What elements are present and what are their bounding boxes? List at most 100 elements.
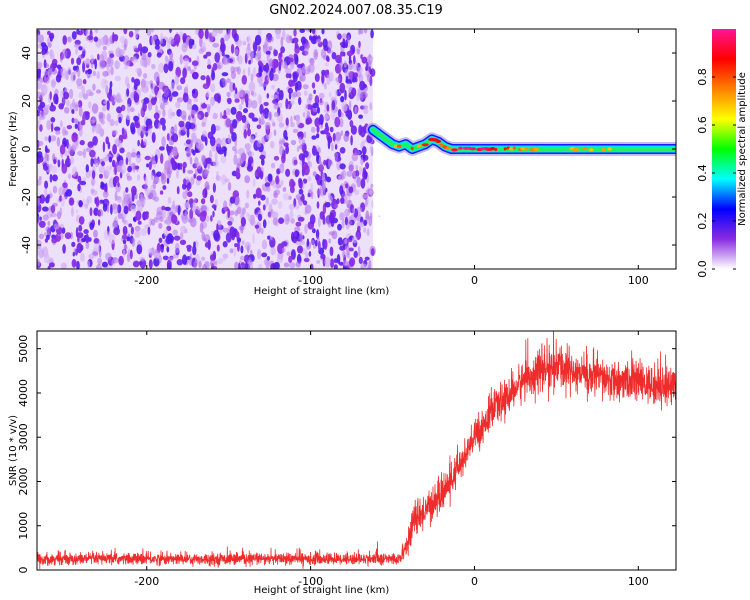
noise-blob (285, 73, 290, 79)
noise-blob (144, 212, 149, 220)
noise-blob (62, 244, 66, 254)
noise-blob (204, 29, 209, 40)
noise-blob (324, 127, 329, 135)
noise-blob (56, 137, 61, 147)
noise-blob (102, 141, 106, 153)
noise-blob (57, 159, 61, 168)
noise-blob (37, 33, 40, 43)
noise-blob (285, 168, 291, 177)
noise-blob (92, 83, 96, 91)
noise-blob (167, 233, 173, 240)
noise-blob (116, 106, 123, 114)
noise-blob (129, 249, 133, 260)
noise-blob (133, 45, 138, 51)
noise-blob (187, 218, 194, 223)
noise-blob (290, 122, 295, 128)
noise-blob (366, 74, 371, 82)
noise-blob (359, 166, 362, 176)
noise-blob (289, 81, 296, 87)
signal-hotspot (421, 143, 429, 147)
noise-blob (115, 195, 121, 201)
noise-blob (297, 216, 305, 222)
noise-blob (141, 52, 147, 61)
noise-blob (250, 73, 254, 82)
noise-blob (37, 179, 42, 186)
noise-blob (160, 33, 164, 44)
noise-blob (360, 126, 366, 138)
noise-blob (189, 156, 193, 165)
noise-blob (161, 171, 165, 181)
noise-blob (71, 31, 77, 40)
noise-blob (228, 210, 235, 216)
signal-hotspot (439, 143, 445, 147)
noise-blob (37, 104, 43, 111)
noise-blob (93, 229, 98, 238)
noise-blob (234, 261, 239, 269)
noise-blob (179, 54, 183, 65)
noise-blob (244, 120, 250, 130)
noise-blob (285, 98, 289, 110)
noise-blob (334, 131, 342, 142)
x-tick-label: 100 (628, 274, 649, 287)
noise-blob (347, 35, 350, 44)
noise-blob (187, 146, 191, 157)
noise-blob (166, 259, 172, 269)
y-tick-label: 5000 (17, 335, 30, 363)
noise-blob (216, 244, 220, 252)
noise-blob (247, 66, 251, 77)
noise-blob (191, 60, 199, 66)
noise-blob (194, 240, 199, 248)
noise-blob (108, 156, 113, 163)
noise-blob (111, 259, 116, 266)
noise-blob (182, 254, 188, 265)
noise-blob (49, 32, 55, 40)
noise-blob (131, 77, 135, 83)
noise-blob (266, 255, 270, 261)
noise-blob (159, 146, 165, 151)
noise-blob (162, 124, 166, 131)
signal-hotspot (508, 147, 514, 151)
noise-blob (153, 217, 158, 222)
noise-blob (278, 217, 285, 224)
noise-blob (135, 154, 142, 164)
noise-blob (94, 29, 99, 34)
noise-blob (286, 251, 291, 256)
noise-blob (98, 165, 106, 174)
noise-blob (281, 247, 287, 253)
noise-blob (209, 254, 216, 261)
noise-blob (163, 229, 169, 237)
noise-blob (140, 228, 147, 237)
noise-blob (344, 245, 350, 252)
noise-blob (46, 194, 51, 200)
noise-blob (71, 132, 78, 143)
noise-blob (297, 245, 303, 254)
noise-blob (53, 223, 60, 230)
noise-blob (106, 113, 111, 122)
noise-blob (348, 160, 355, 172)
noise-blob (208, 32, 214, 43)
noise-blob (344, 238, 348, 245)
noise-blob (115, 47, 122, 58)
noise-blob (266, 53, 270, 62)
noise-blob (164, 206, 171, 211)
noise-blob (37, 141, 44, 146)
noise-blob (121, 216, 125, 223)
noise-blob (260, 227, 264, 235)
noise-blob (310, 126, 316, 133)
noise-blob (76, 78, 83, 87)
noise-blob (204, 242, 210, 248)
noise-blob (345, 183, 349, 189)
noise-blob (192, 245, 197, 256)
noise-blob (132, 189, 137, 195)
noise-blob (336, 198, 340, 205)
signal-hotspot (469, 147, 477, 151)
noise-blob (371, 248, 375, 256)
noise-blob (123, 55, 130, 66)
noise-blob (132, 217, 136, 222)
noise-blob (257, 263, 263, 269)
noise-blob (76, 29, 80, 35)
noise-blob (270, 36, 274, 42)
noise-blob (368, 260, 372, 269)
noise-blob (345, 39, 348, 49)
noise-blob (126, 113, 131, 121)
